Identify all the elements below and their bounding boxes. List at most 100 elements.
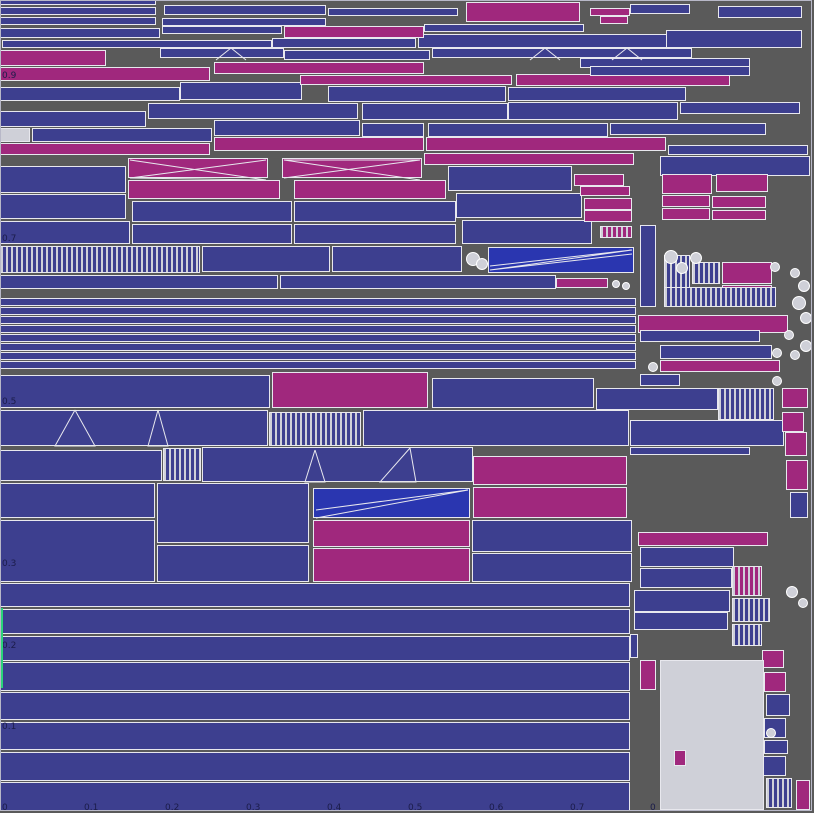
uv-island[interactable] — [785, 432, 807, 456]
uv-island[interactable] — [590, 66, 750, 76]
uv-island[interactable] — [660, 156, 810, 176]
uv-island[interactable] — [556, 278, 608, 288]
uv-island-circle[interactable] — [772, 376, 782, 386]
uv-island[interactable] — [0, 246, 200, 273]
uv-island[interactable] — [214, 120, 360, 136]
uv-island[interactable] — [0, 782, 630, 811]
uv-island[interactable] — [164, 5, 326, 15]
uv-island[interactable] — [0, 662, 630, 691]
uv-island[interactable] — [638, 532, 768, 546]
uv-island[interactable] — [428, 123, 608, 137]
uv-island[interactable] — [294, 201, 456, 222]
uv-island[interactable] — [640, 547, 734, 567]
uv-island[interactable] — [0, 166, 126, 193]
uv-island[interactable] — [284, 26, 424, 38]
uv-island[interactable] — [363, 410, 629, 446]
uv-island[interactable] — [0, 752, 630, 781]
uv-island-circle[interactable] — [798, 598, 808, 608]
uv-island[interactable] — [634, 590, 730, 612]
uv-island[interactable] — [718, 6, 802, 18]
uv-island[interactable] — [786, 460, 808, 490]
uv-island[interactable] — [328, 86, 506, 102]
uv-island[interactable] — [764, 740, 788, 754]
uv-island-circle[interactable] — [800, 312, 812, 324]
uv-island[interactable] — [0, 343, 636, 351]
uv-island[interactable] — [0, 520, 155, 582]
uv-island[interactable] — [640, 330, 760, 342]
uv-island[interactable] — [600, 226, 632, 238]
uv-island[interactable] — [0, 0, 156, 5]
uv-island[interactable] — [0, 583, 630, 607]
uv-island[interactable] — [180, 82, 302, 100]
uv-island[interactable] — [0, 375, 270, 408]
uv-island[interactable] — [580, 186, 630, 196]
uv-island[interactable] — [0, 28, 160, 38]
uv-island-circle[interactable] — [476, 258, 488, 270]
uv-island[interactable] — [426, 137, 666, 151]
uv-island[interactable] — [0, 361, 636, 369]
uv-island[interactable] — [590, 8, 630, 16]
uv-island[interactable] — [0, 450, 162, 481]
uv-island[interactable] — [214, 137, 424, 151]
uv-island[interactable] — [508, 87, 686, 101]
uv-island[interactable] — [660, 345, 772, 359]
uv-island[interactable] — [782, 412, 804, 432]
uv-island[interactable] — [0, 221, 130, 244]
uv-island[interactable] — [300, 75, 512, 85]
uv-island-circle[interactable] — [622, 282, 630, 290]
uv-island[interactable] — [716, 174, 768, 192]
uv-island[interactable] — [284, 50, 430, 60]
uv-island[interactable] — [0, 722, 630, 750]
uv-island[interactable] — [0, 636, 630, 661]
uv-island-circle[interactable] — [800, 340, 812, 352]
uv-island[interactable] — [600, 16, 628, 24]
uv-island-circle[interactable] — [784, 330, 794, 340]
uv-island[interactable] — [0, 352, 636, 360]
uv-island[interactable] — [732, 624, 762, 646]
uv-island[interactable] — [472, 520, 632, 552]
uv-island[interactable] — [162, 26, 282, 34]
uv-island-circle[interactable] — [648, 362, 658, 372]
uv-island[interactable] — [0, 194, 126, 219]
uv-island[interactable] — [202, 246, 330, 272]
uv-island[interactable] — [269, 412, 361, 446]
uv-island[interactable] — [692, 262, 720, 284]
uv-island[interactable] — [157, 483, 309, 543]
uv-island[interactable] — [574, 174, 624, 186]
uv-island[interactable] — [0, 334, 636, 342]
uv-island[interactable] — [272, 38, 416, 48]
uv-island[interactable] — [0, 143, 210, 155]
uv-island[interactable] — [584, 198, 632, 210]
uv-island[interactable] — [0, 17, 156, 25]
uv-island[interactable] — [160, 48, 284, 58]
uv-island-circle[interactable] — [772, 348, 782, 358]
uv-island[interactable] — [0, 316, 636, 324]
uv-island[interactable] — [712, 196, 766, 208]
uv-island[interactable] — [0, 692, 630, 720]
uv-island[interactable] — [294, 180, 446, 199]
uv-island[interactable] — [640, 568, 732, 588]
uv-island-circle[interactable] — [798, 280, 810, 292]
uv-island[interactable] — [0, 410, 268, 446]
uv-island[interactable] — [362, 123, 424, 137]
uv-island[interactable] — [662, 174, 712, 194]
uv-island[interactable] — [630, 420, 784, 446]
uv-island[interactable] — [162, 18, 326, 26]
uv-island-circle[interactable] — [676, 262, 688, 274]
uv-island-circle[interactable] — [770, 262, 780, 272]
uv-island[interactable] — [0, 50, 106, 66]
uv-island[interactable] — [448, 166, 572, 191]
uv-island[interactable] — [462, 220, 592, 244]
uv-island[interactable] — [280, 275, 556, 289]
uv-island[interactable] — [0, 325, 636, 333]
uv-island[interactable] — [0, 87, 180, 101]
uv-island[interactable] — [0, 483, 155, 518]
uv-island-circle[interactable] — [790, 268, 800, 278]
uv-island[interactable] — [132, 201, 292, 222]
uv-island[interactable] — [424, 153, 634, 165]
uv-island[interactable] — [732, 598, 770, 622]
uv-island[interactable] — [473, 456, 627, 485]
uv-island[interactable] — [764, 672, 786, 692]
uv-island-circle[interactable] — [612, 280, 620, 288]
uv-island[interactable] — [0, 307, 636, 315]
